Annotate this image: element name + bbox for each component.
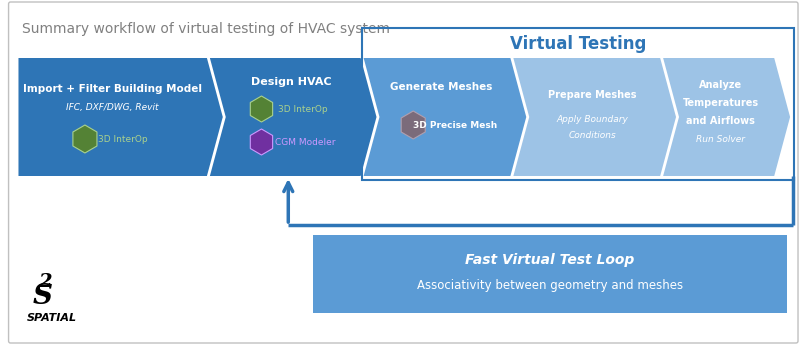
Polygon shape (401, 111, 426, 139)
Polygon shape (514, 58, 676, 176)
Polygon shape (663, 58, 790, 176)
Text: 3D Precise Mesh: 3D Precise Mesh (413, 120, 497, 129)
Text: Run Solver: Run Solver (696, 135, 745, 144)
Text: SPATIAL: SPATIAL (26, 313, 77, 323)
Text: Generate Meshes: Generate Meshes (390, 82, 492, 92)
Bar (362, 28, 794, 180)
Text: Temperatures: Temperatures (682, 98, 758, 108)
Text: Fast Virtual Test Loop: Fast Virtual Test Loop (466, 253, 634, 267)
Bar (313, 235, 787, 313)
Text: Summary workflow of virtual testing of HVAC system: Summary workflow of virtual testing of H… (22, 22, 390, 36)
Text: Apply Boundary: Apply Boundary (557, 115, 629, 124)
Polygon shape (250, 129, 273, 155)
Text: 2: 2 (38, 273, 52, 291)
Text: S: S (32, 283, 52, 309)
Text: Design HVAC: Design HVAC (251, 77, 331, 87)
Text: Conditions: Conditions (569, 130, 617, 139)
Text: Analyze: Analyze (699, 80, 742, 90)
Polygon shape (18, 58, 222, 176)
Polygon shape (210, 58, 377, 176)
FancyBboxPatch shape (9, 2, 798, 343)
Text: CGM Modeler: CGM Modeler (275, 138, 335, 147)
Text: 3D InterOp: 3D InterOp (98, 135, 147, 144)
Polygon shape (73, 125, 97, 153)
Text: IFC, DXF/DWG, Revit: IFC, DXF/DWG, Revit (66, 102, 159, 111)
Text: Virtual Testing: Virtual Testing (510, 35, 646, 53)
Text: Prepare Meshes: Prepare Meshes (549, 90, 637, 100)
Text: Associativity between geometry and meshes: Associativity between geometry and meshe… (417, 279, 683, 293)
Polygon shape (250, 96, 273, 122)
Text: 3D InterOp: 3D InterOp (278, 105, 328, 114)
Text: Import + Filter Building Model: Import + Filter Building Model (23, 84, 202, 94)
Text: and Airflows: and Airflows (686, 116, 755, 126)
Polygon shape (364, 58, 526, 176)
